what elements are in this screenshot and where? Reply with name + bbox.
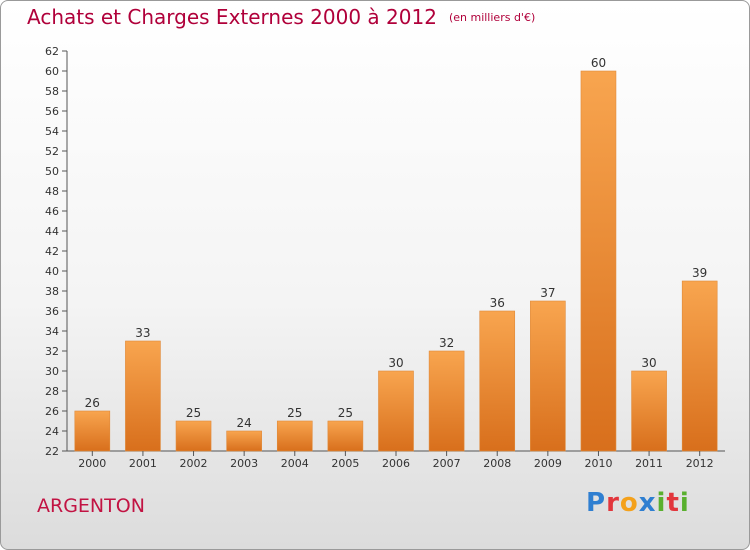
chart-subtitle: (en milliers d'€) [448, 11, 536, 24]
bar-2005 [327, 420, 364, 452]
x-tick-label-2003: 2003 [230, 457, 258, 470]
title-text: Achats et Charges Externes 2000 à 2012 [27, 5, 437, 29]
x-tick-label-2009: 2009 [534, 457, 562, 470]
x-tick-label-2007: 2007 [433, 457, 461, 470]
logo-letter: P [586, 488, 607, 518]
bar-2003 [226, 430, 262, 452]
x-tick-label-2004: 2004 [281, 457, 309, 470]
bar-2000 [74, 410, 111, 452]
x-tick-label-2000: 2000 [78, 457, 106, 470]
bar-2004 [276, 420, 313, 452]
y-tick-label: 24 [45, 425, 59, 438]
logo-letter: i [679, 488, 690, 518]
x-tick-label-2002: 2002 [180, 457, 208, 470]
y-tick-label: 32 [45, 345, 59, 358]
y-tick-label: 30 [45, 365, 59, 378]
bar-2011 [631, 370, 667, 452]
value-label-2003: 24 [237, 416, 252, 430]
y-axis-ticks: 22 24 26 28 30 32 34 36 38 40 42 44 46 48 50 52 54 56 58 60… [45, 45, 67, 458]
y-tick-label: 60 [45, 65, 59, 78]
x-tick-label-2006: 2006 [382, 457, 410, 470]
value-label-2000: 26 [85, 396, 100, 410]
value-label-2002: 25 [186, 406, 201, 420]
value-label-2010: 60 [591, 56, 606, 70]
y-tick-label: 50 [45, 165, 59, 178]
y-tick-label: 28 [45, 385, 59, 398]
x-tick-label-2001: 2001 [129, 457, 157, 470]
commune-name: ARGENTON [37, 495, 145, 517]
value-label-2008: 36 [490, 296, 505, 310]
value-label-2009: 37 [540, 286, 555, 300]
value-labels: 26 33 25 24 25 25 30 32 36 37 60 30 39 [85, 56, 708, 430]
y-tick-label: 48 [45, 185, 59, 198]
logo-letter: i [656, 488, 667, 518]
y-tick-label: 42 [45, 245, 59, 258]
logo-letter: o [619, 488, 639, 518]
y-tick-label: 22 [45, 445, 59, 458]
bar-2001 [125, 340, 161, 452]
bar-2008 [479, 310, 516, 452]
bar-2009 [530, 300, 566, 452]
bar-2010 [580, 70, 617, 452]
x-tick-label-2010: 2010 [584, 457, 612, 470]
y-tick-label: 54 [45, 125, 59, 138]
logo-letter: t [666, 488, 680, 518]
logo-letter: x [638, 488, 657, 518]
y-tick-label: 40 [45, 265, 59, 278]
y-tick-label: 46 [45, 205, 59, 218]
y-tick-label: 44 [45, 225, 59, 238]
x-tick-label-2011: 2011 [635, 457, 663, 470]
value-label-2007: 32 [439, 336, 454, 350]
value-label-2004: 25 [287, 406, 302, 420]
logo-letter: r [606, 488, 620, 518]
proxiti-logo[interactable]: Proxiti [586, 488, 690, 518]
chart-title: Achats et Charges Externes 2000 à 2012 (e… [27, 5, 535, 29]
y-tick-label: 34 [45, 325, 59, 338]
x-tick-label-2005: 2005 [331, 457, 359, 470]
y-tick-label: 62 [45, 45, 59, 58]
value-label-2005: 25 [338, 406, 353, 420]
value-label-2012: 39 [692, 266, 707, 280]
bar-2006 [378, 370, 414, 452]
y-tick-label: 56 [45, 105, 59, 118]
x-tick-label-2008: 2008 [483, 457, 511, 470]
y-tick-label: 38 [45, 285, 59, 298]
y-tick-label: 58 [45, 85, 59, 98]
value-label-2006: 30 [388, 356, 403, 370]
y-tick-label: 26 [45, 405, 59, 418]
x-tick-label-2012: 2012 [686, 457, 714, 470]
bar-2012 [681, 280, 718, 452]
y-tick-label: 52 [45, 145, 59, 158]
bar-2002 [175, 420, 212, 452]
bars [74, 70, 718, 452]
y-tick-label: 36 [45, 305, 59, 318]
value-label-2001: 33 [135, 326, 150, 340]
x-axis-labels: 2000 2001 2002 2003 2004 2005 2006 2007 2008 2009… [78, 451, 714, 470]
value-label-2011: 30 [641, 356, 656, 370]
bar-2007 [428, 350, 465, 452]
